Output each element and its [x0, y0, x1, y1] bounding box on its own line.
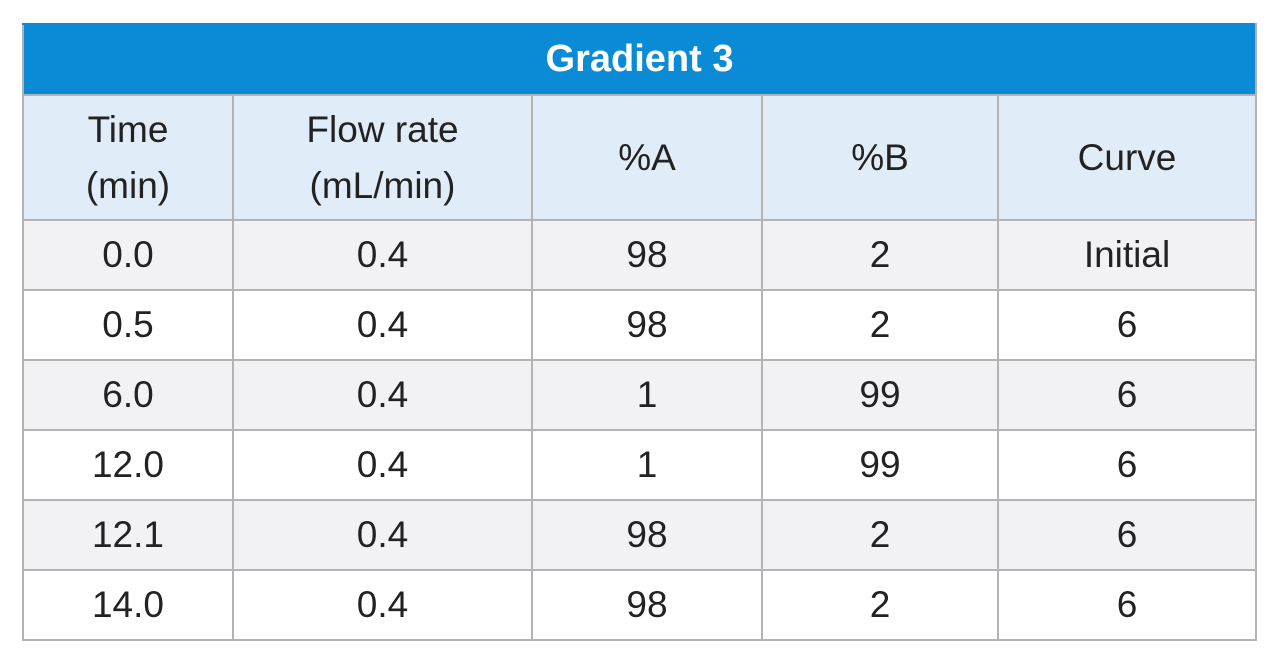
cell-percent-b: 99	[761, 429, 999, 501]
table-body: 0.0 0.4 98 2 Initial 0.5 0.4 98 2 6 6.0 0.4 1 99 6 12.0…	[22, 219, 1258, 641]
cell-time: 12.0	[22, 429, 234, 501]
table-row: 0.5 0.4 98 2 6	[22, 289, 1258, 361]
cell-time: 6.0	[22, 359, 234, 431]
column-header-time: Time (min)	[22, 94, 234, 221]
cell-flow-rate: 0.4	[232, 499, 533, 571]
column-header-line: Flow rate	[306, 109, 459, 150]
column-header-row: Time (min) Flow rate (mL/min) %A %B Curve	[22, 94, 1258, 221]
cell-percent-b: 2	[761, 289, 999, 361]
column-header-flow-rate: Flow rate (mL/min)	[232, 94, 533, 221]
cell-time: 0.5	[22, 289, 234, 361]
cell-flow-rate: 0.4	[232, 289, 533, 361]
table-title: Gradient 3	[21, 23, 1258, 96]
table-row: 0.0 0.4 98 2 Initial	[22, 219, 1258, 291]
cell-percent-a: 98	[531, 219, 763, 291]
cell-flow-rate: 0.4	[232, 219, 533, 291]
cell-time: 14.0	[22, 569, 234, 641]
cell-curve: 6	[996, 359, 1258, 431]
table-row: 14.0 0.4 98 2 6	[22, 569, 1258, 641]
gradient-table: Gradient 3 Time (min) Flow rate (mL/min) %…	[21, 23, 1258, 641]
cell-curve: 6	[996, 499, 1258, 571]
table-row: 6.0 0.4 1 99 6	[22, 359, 1258, 431]
column-header-line: (mL/min)	[309, 164, 456, 206]
column-header-percent-b: %B	[761, 94, 999, 221]
table-row: 12.0 0.4 1 99 6	[22, 429, 1258, 501]
cell-curve: 6	[996, 289, 1258, 361]
cell-percent-a: 1	[531, 359, 763, 431]
cell-percent-b: 2	[761, 569, 999, 641]
column-header-line: Time	[87, 109, 169, 150]
cell-percent-b: 2	[761, 219, 999, 291]
column-header-percent-a: %A	[531, 94, 763, 221]
cell-percent-b: 99	[761, 359, 999, 431]
cell-curve: 6	[996, 569, 1258, 641]
cell-flow-rate: 0.4	[232, 359, 533, 431]
cell-flow-rate: 0.4	[232, 429, 533, 501]
cell-percent-a: 1	[531, 429, 763, 501]
column-header-curve: Curve	[996, 94, 1258, 221]
cell-percent-a: 98	[531, 289, 763, 361]
cell-percent-a: 98	[531, 499, 763, 571]
title-row: Gradient 3	[21, 23, 1258, 96]
table-row: 12.1 0.4 98 2 6	[22, 499, 1258, 571]
cell-time: 12.1	[22, 499, 234, 571]
cell-percent-b: 2	[761, 499, 999, 571]
cell-curve: Initial	[996, 219, 1258, 291]
cell-curve: 6	[996, 429, 1258, 501]
column-header-line: (min)	[85, 164, 171, 206]
cell-percent-a: 98	[531, 569, 763, 641]
cell-flow-rate: 0.4	[232, 569, 533, 641]
cell-time: 0.0	[22, 219, 234, 291]
